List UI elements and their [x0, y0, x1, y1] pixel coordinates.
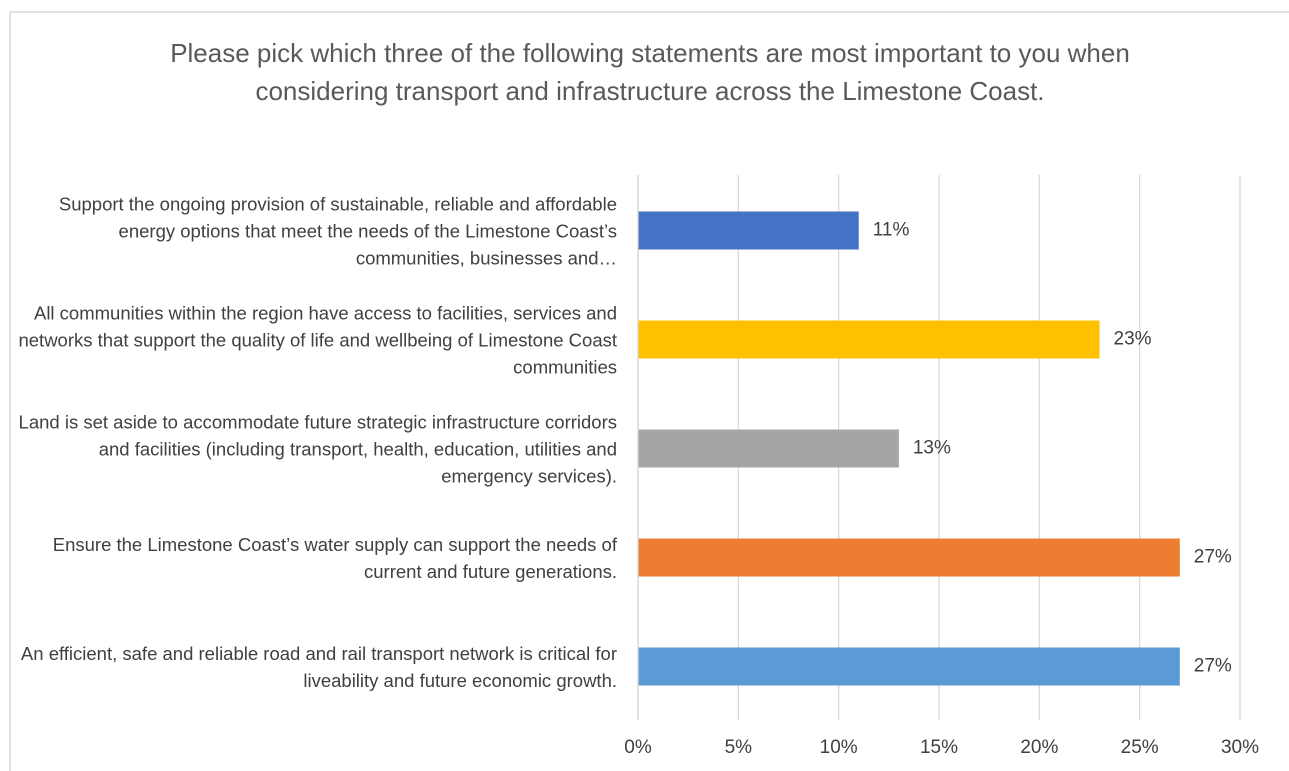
data-label: 11%	[873, 220, 910, 241]
x-tick-label: 0%	[624, 737, 652, 758]
chart-title: Please pick which three of the following…	[170, 38, 1130, 106]
y-tick-label: An efficient, safe and reliable road and…	[20, 642, 617, 691]
bar	[638, 647, 1180, 686]
chart-frame	[9, 11, 1289, 771]
y-tick-label: Land is set aside to accommodate future …	[18, 411, 617, 486]
bar	[638, 538, 1180, 577]
y-tick-label: Support the ongoing provision of sustain…	[58, 193, 617, 268]
x-tick-label: 20%	[1020, 737, 1058, 758]
y-tick-label: Ensure the Limestone Coast’s water suppl…	[52, 533, 617, 582]
x-tick-label: 15%	[920, 737, 958, 758]
bar	[638, 429, 899, 468]
x-tick-label: 10%	[820, 737, 858, 758]
x-tick-label: 30%	[1221, 737, 1259, 758]
x-tick-label: 5%	[725, 737, 753, 758]
bar	[638, 320, 1100, 359]
bar	[638, 211, 859, 250]
data-label: 27%	[1194, 656, 1232, 677]
y-tick-label: All communities within the region have a…	[18, 302, 617, 377]
x-tick-label: 25%	[1121, 737, 1159, 758]
data-label: 27%	[1194, 547, 1232, 568]
data-label: 13%	[913, 438, 951, 459]
data-label: 23%	[1114, 329, 1152, 350]
